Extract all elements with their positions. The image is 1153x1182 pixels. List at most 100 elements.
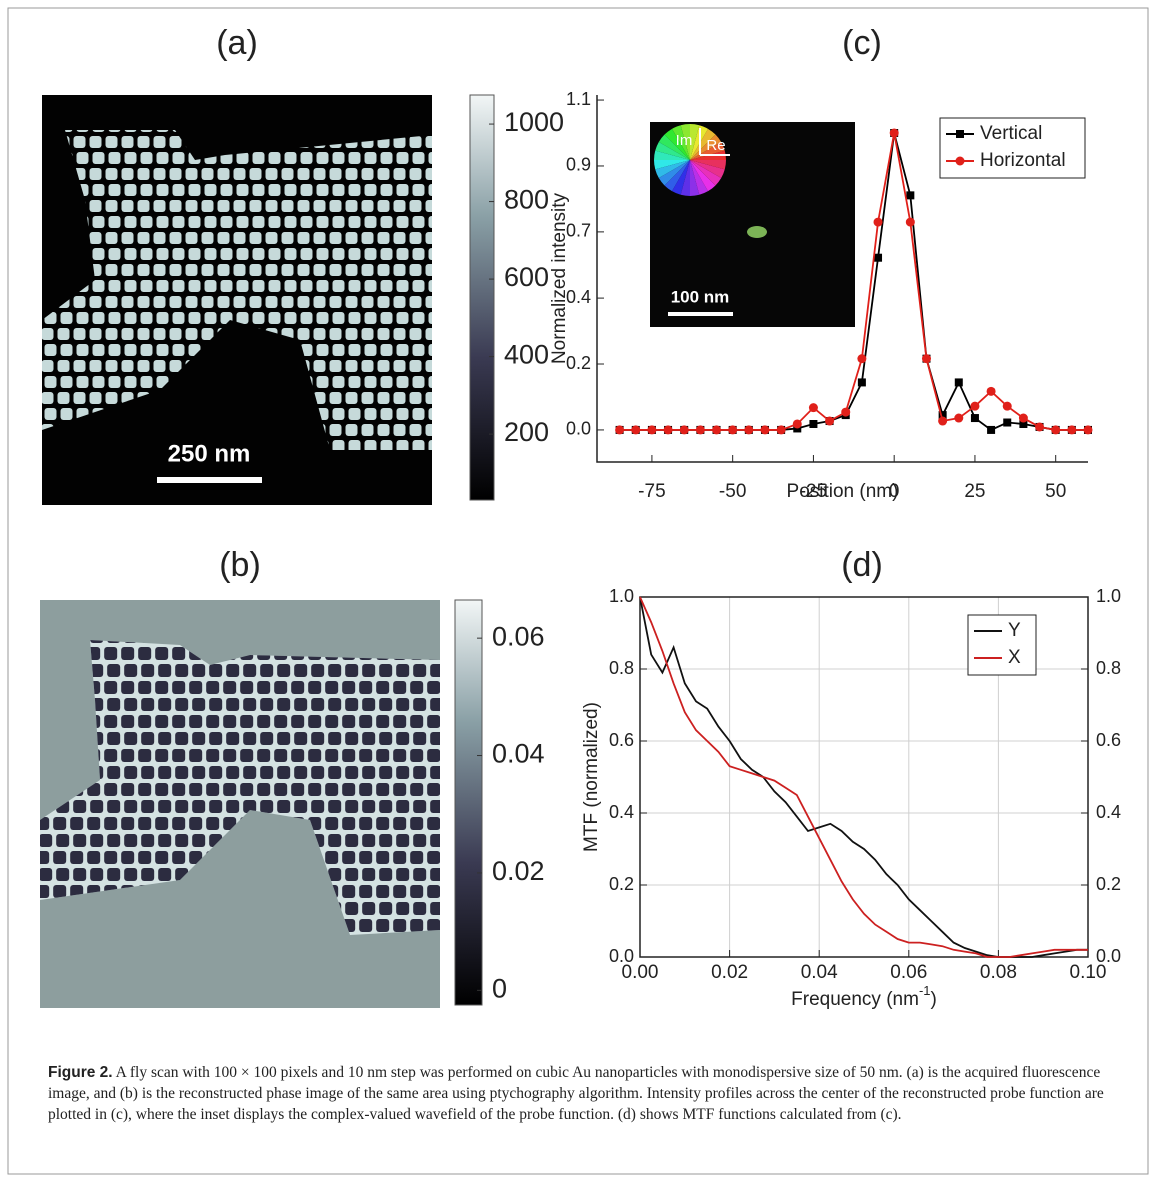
particle xyxy=(359,851,372,864)
particle xyxy=(365,184,377,196)
particle xyxy=(154,168,166,180)
particle xyxy=(106,360,118,372)
particle xyxy=(376,817,389,830)
particle xyxy=(175,766,188,779)
particle xyxy=(410,919,423,932)
particle xyxy=(410,168,422,180)
particle xyxy=(378,360,390,372)
particle xyxy=(186,296,198,308)
particle xyxy=(173,248,185,260)
particle xyxy=(186,200,198,212)
particle xyxy=(141,800,154,813)
y2-tick-label: 0.4 xyxy=(1096,802,1121,822)
particle xyxy=(77,152,89,164)
particle xyxy=(330,328,342,340)
colorbar-tick-label: 0.02 xyxy=(492,856,545,886)
particle xyxy=(394,392,406,404)
marker xyxy=(987,387,996,396)
particle xyxy=(141,698,154,711)
particle xyxy=(345,766,358,779)
particle xyxy=(260,732,273,745)
particle xyxy=(410,232,422,244)
particle xyxy=(226,732,239,745)
particle xyxy=(138,264,150,276)
particle xyxy=(93,216,105,228)
particle xyxy=(314,168,326,180)
particle xyxy=(141,312,153,324)
marker xyxy=(728,425,737,434)
particle xyxy=(362,766,375,779)
particle xyxy=(394,232,406,244)
particle xyxy=(342,851,355,864)
particle xyxy=(125,152,137,164)
particle xyxy=(311,664,324,677)
particle xyxy=(122,296,134,308)
particle xyxy=(430,732,443,745)
particle xyxy=(189,280,201,292)
particle xyxy=(413,152,425,164)
particle xyxy=(138,168,150,180)
particle xyxy=(410,851,423,864)
particle xyxy=(90,232,102,244)
particle xyxy=(285,216,297,228)
colorbar-tick-label: 1000 xyxy=(504,107,564,137)
particle xyxy=(346,168,358,180)
particle xyxy=(175,834,188,847)
particle xyxy=(107,698,120,711)
particle xyxy=(381,280,393,292)
particle xyxy=(138,136,150,148)
particle xyxy=(70,817,83,830)
particle xyxy=(250,264,262,276)
particle xyxy=(282,264,294,276)
particle xyxy=(314,296,326,308)
particle xyxy=(349,248,361,260)
particle xyxy=(87,851,100,864)
particle xyxy=(138,783,151,796)
particle xyxy=(257,749,270,762)
particle xyxy=(378,168,390,180)
marker xyxy=(647,425,656,434)
particle xyxy=(269,280,281,292)
particle xyxy=(393,919,406,932)
particle xyxy=(209,664,222,677)
particle xyxy=(294,698,307,711)
y-axis-label: MTF (normalized) xyxy=(581,702,602,852)
legend-label: Vertical xyxy=(980,123,1042,144)
colorbar xyxy=(470,95,494,500)
particle xyxy=(53,817,66,830)
particle xyxy=(218,296,230,308)
particle xyxy=(109,344,121,356)
y2-tick-label: 0.2 xyxy=(1096,874,1121,894)
particle xyxy=(426,200,438,212)
particle xyxy=(413,376,425,388)
particle xyxy=(266,296,278,308)
particle xyxy=(106,200,118,212)
particle xyxy=(234,168,246,180)
particle xyxy=(301,312,313,324)
particle xyxy=(301,248,313,260)
particle xyxy=(298,232,310,244)
particle xyxy=(104,851,117,864)
particle xyxy=(378,232,390,244)
particle xyxy=(250,168,262,180)
particle xyxy=(308,749,321,762)
y-tick-label: 0.9 xyxy=(566,155,591,175)
particle xyxy=(301,152,313,164)
particle xyxy=(266,168,278,180)
particle xyxy=(349,152,361,164)
particle xyxy=(260,664,273,677)
panel-label: (b) xyxy=(219,546,261,584)
particle xyxy=(170,264,182,276)
particle xyxy=(106,296,118,308)
particle xyxy=(138,681,151,694)
particle xyxy=(430,664,443,677)
particle xyxy=(349,344,361,356)
x-axis-label: Position (nm) xyxy=(787,481,899,502)
particle xyxy=(429,184,441,196)
particle xyxy=(121,749,134,762)
particle xyxy=(394,296,406,308)
particle xyxy=(202,232,214,244)
particle xyxy=(107,800,120,813)
particle xyxy=(410,783,423,796)
particle xyxy=(170,168,182,180)
